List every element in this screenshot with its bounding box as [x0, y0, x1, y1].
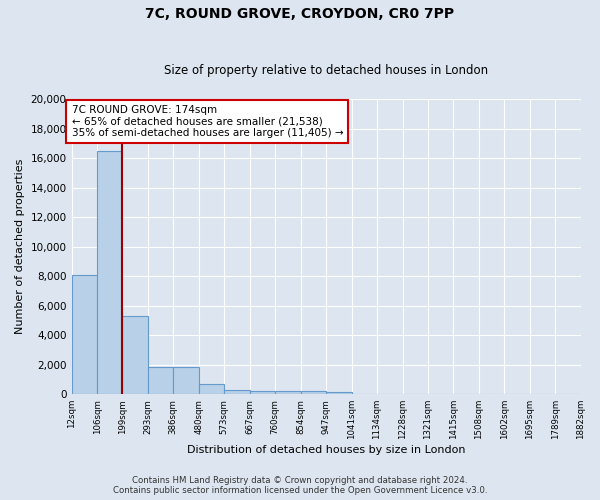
Bar — [71, 274, 97, 394]
Bar — [275, 392, 301, 394]
Bar — [224, 390, 250, 394]
Bar — [173, 367, 199, 394]
Title: Size of property relative to detached houses in London: Size of property relative to detached ho… — [164, 64, 488, 77]
Text: Contains HM Land Registry data © Crown copyright and database right 2024.
Contai: Contains HM Land Registry data © Crown c… — [113, 476, 487, 495]
Y-axis label: Number of detached properties: Number of detached properties — [15, 159, 25, 334]
Text: 7C, ROUND GROVE, CROYDON, CR0 7PP: 7C, ROUND GROVE, CROYDON, CR0 7PP — [145, 8, 455, 22]
Text: 7C ROUND GROVE: 174sqm
← 65% of detached houses are smaller (21,538)
35% of semi: 7C ROUND GROVE: 174sqm ← 65% of detached… — [71, 105, 343, 138]
Bar — [97, 150, 122, 394]
Bar — [199, 384, 224, 394]
Bar — [250, 391, 275, 394]
Bar — [326, 392, 352, 394]
Bar — [122, 316, 148, 394]
Bar — [148, 367, 173, 394]
Bar — [301, 392, 326, 394]
X-axis label: Distribution of detached houses by size in London: Distribution of detached houses by size … — [187, 445, 465, 455]
